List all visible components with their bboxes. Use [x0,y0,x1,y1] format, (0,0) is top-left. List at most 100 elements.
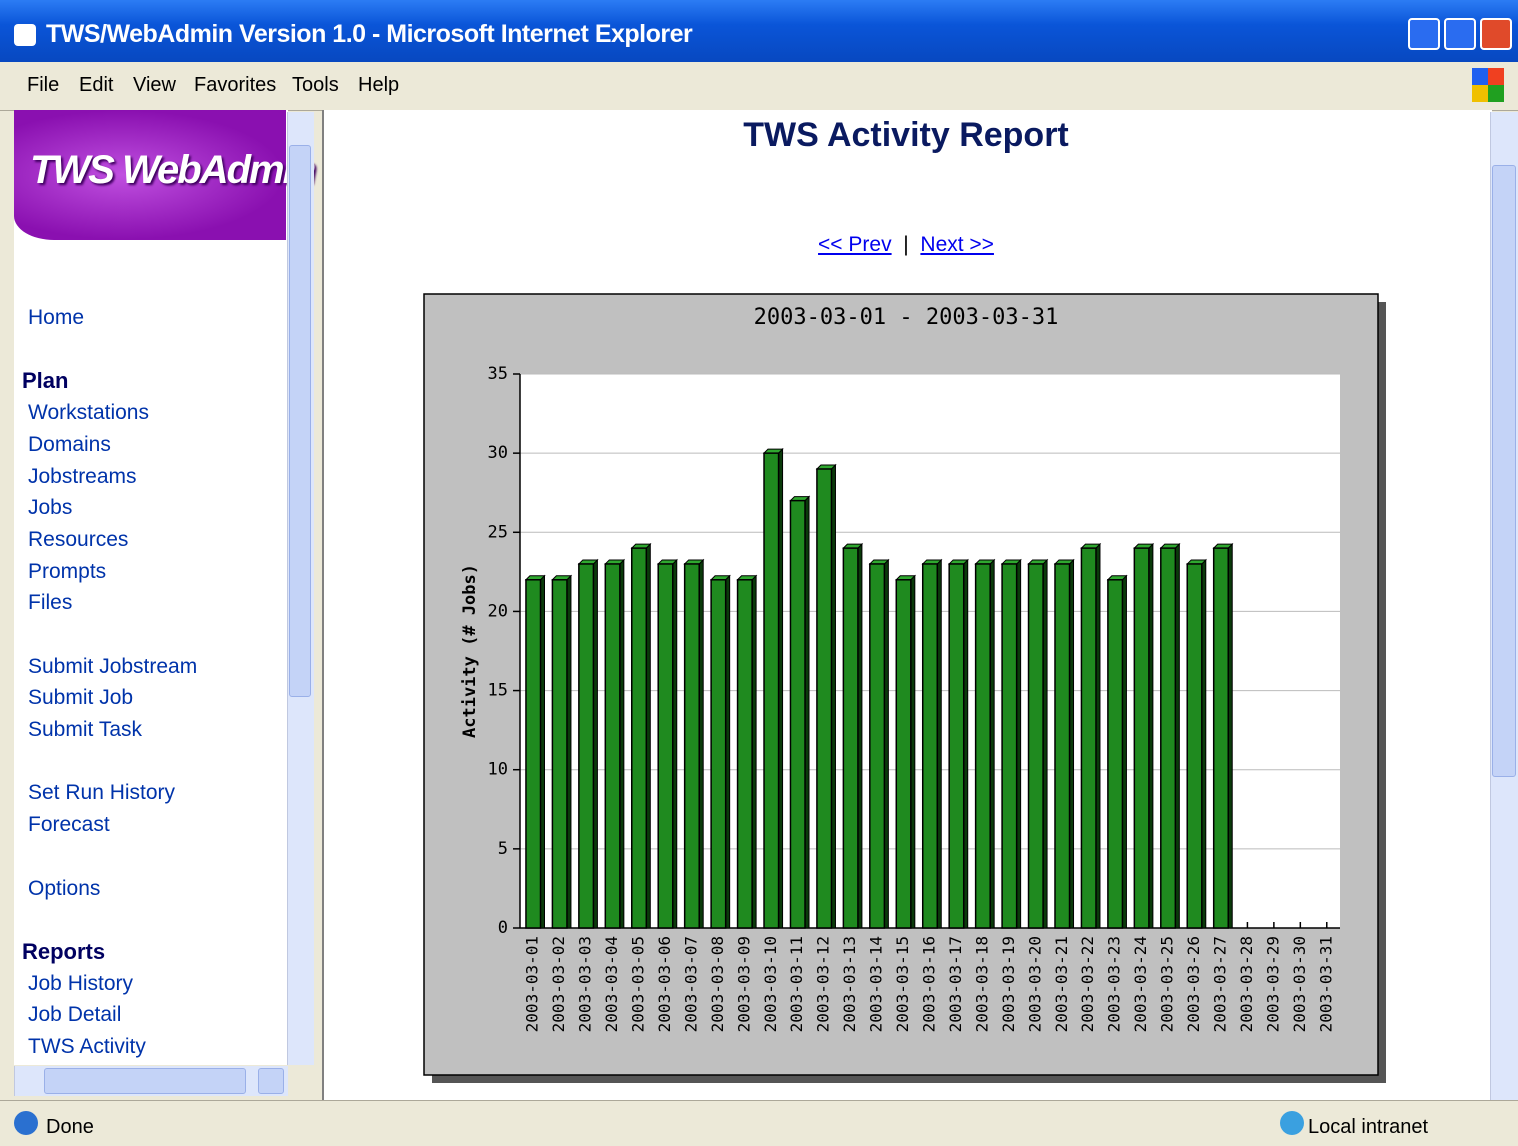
nav-link[interactable]: Jobstreams [28,465,137,488]
scroll-thumb[interactable] [44,1068,246,1094]
x-tick-label: 2003-03-18 [972,936,991,1032]
separator: | [903,233,909,256]
x-tick-label: 2003-03-21 [1052,936,1071,1032]
bar [869,563,886,929]
bar [1027,563,1044,929]
bar [657,563,674,929]
nav-link[interactable]: Workstations [28,401,149,424]
bar [631,547,648,929]
nav-link[interactable]: Job History [28,972,134,995]
bar [895,579,912,929]
x-tick-label: 2003-03-30 [1290,936,1309,1032]
status-bar [0,1100,1518,1146]
menu-item[interactable]: File [27,74,60,96]
minimize-button[interactable] [1408,18,1440,50]
bar [921,563,939,929]
nav-link[interactable]: Submit Jobstream [28,655,198,678]
nav-link[interactable]: Prompts [28,560,107,583]
nav-link[interactable]: Submit Job [28,686,134,709]
nav-link[interactable]: Submit Task [28,718,142,741]
y-tick-label: 35 [488,364,508,384]
x-tick-label: 2003-03-06 [655,936,674,1032]
x-tick-label: 2003-03-01 [523,936,542,1032]
maximize-button[interactable] [1444,18,1476,50]
bar [789,499,806,929]
bar [1133,547,1150,929]
bar [1107,579,1124,929]
x-tick-label: 2003-03-22 [1078,936,1097,1032]
bar [816,468,833,929]
x-tick-label: 2003-03-24 [1131,936,1150,1032]
status-text: Done [46,1116,94,1138]
nav-link[interactable]: Resources [28,528,129,551]
x-tick-label: 2003-03-10 [761,936,780,1032]
x-tick-label: 2003-03-04 [602,936,621,1032]
x-tick-label: 2003-03-02 [549,936,568,1032]
next-link[interactable]: Next >> [920,233,994,256]
prev-link[interactable]: << Prev [818,233,892,256]
bar [1080,547,1097,929]
x-tick-label: 2003-03-20 [1025,936,1044,1032]
section-heading: Reports [22,939,106,964]
logo-banner [14,110,286,240]
nav-link[interactable]: TWS Activity [28,1035,146,1058]
menu-item[interactable]: Edit [79,74,114,96]
bar [1212,547,1229,929]
x-tick-label: 2003-03-23 [1105,936,1124,1032]
y-tick-label: 15 [488,681,508,701]
scroll-thumb[interactable] [1492,165,1516,777]
chart-title: 2003-03-01 - 2003-03-31 [754,305,1059,330]
sidebar [14,110,288,1065]
logo-text: TWS WebAdmin [30,148,316,192]
x-tick-label: 2003-03-05 [629,936,648,1032]
nav-link[interactable]: Set Run History [28,781,176,804]
nav-link[interactable]: Home [28,306,85,329]
bar [842,547,859,929]
nav-link[interactable]: Options [28,877,101,900]
bar [974,563,991,929]
bar [604,563,621,929]
pager: << Prev | Next >> [322,233,1490,257]
x-tick-label: 2003-03-13 [840,936,859,1032]
scroll-thumb[interactable] [289,145,311,697]
x-tick-label: 2003-03-17 [946,936,965,1032]
nav-link[interactable]: Job Detail [28,1003,122,1026]
bar [710,579,727,929]
menu-item[interactable]: Tools [292,74,339,96]
menu-item[interactable]: Favorites [194,74,277,96]
nav-link[interactable]: Forecast [28,813,110,836]
bar [736,579,753,929]
nav-link[interactable]: Domains [28,433,111,456]
x-tick-label: 2003-03-14 [867,936,886,1032]
bar [1001,563,1018,929]
x-tick-label: 2003-03-12 [814,936,833,1032]
section-heading: Plan [22,368,69,393]
bar [578,563,595,929]
menu-bar [0,62,1518,111]
close-button[interactable] [1480,18,1512,50]
page-heading: TWS Activity Report [743,116,1069,154]
zone-icon [1280,1111,1304,1135]
x-tick-label: 2003-03-11 [787,936,806,1032]
x-tick-label: 2003-03-19 [999,936,1018,1032]
bar [1186,563,1203,929]
y-tick-label: 20 [488,601,508,621]
bar [763,452,780,929]
bar [683,563,700,929]
y-tick-label: 30 [488,443,508,463]
x-tick-label: 2003-03-09 [734,936,753,1032]
menu-item[interactable]: View [133,74,176,96]
y-tick-label: 25 [488,522,508,542]
title-bar [0,0,1518,62]
x-tick-label: 2003-03-07 [681,936,700,1032]
nav-link[interactable]: Files [28,591,73,614]
status-icon [14,1111,38,1135]
x-tick-label: 2003-03-27 [1210,936,1229,1032]
bar [1054,563,1071,929]
nav-link[interactable]: Jobs [28,496,73,519]
menu-item[interactable]: Help [358,74,400,96]
bar [1160,547,1177,929]
scroll-button[interactable] [258,1068,284,1094]
